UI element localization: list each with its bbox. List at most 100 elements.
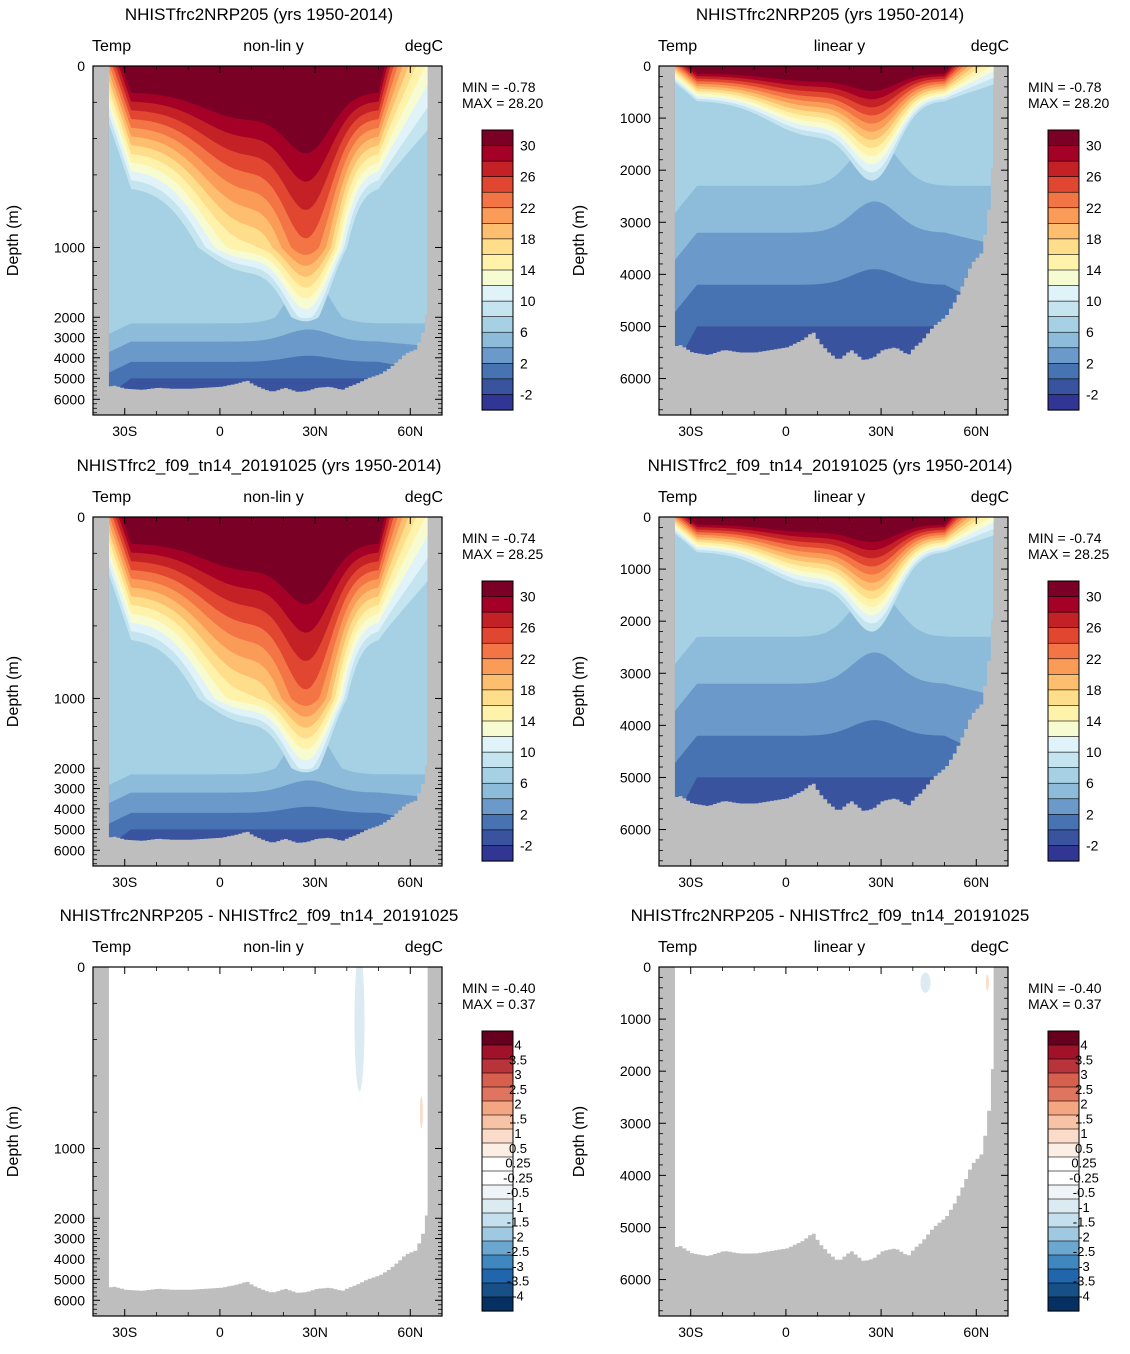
colorbar: 43.532.521.510.50.25-0.25-0.5-1-1.5-2-2.… <box>1047 1030 1099 1312</box>
contour-field <box>659 517 1008 866</box>
colorbar-cell <box>1047 223 1080 240</box>
y-axis-label: Depth (m) <box>5 656 22 727</box>
y-tick-label: 3000 <box>620 214 651 230</box>
colorbar-label: 2 <box>1086 355 1094 371</box>
colorbar: 30 26 22 18 14 10 6 2 -2 <box>1047 129 1102 411</box>
colorbar-cell <box>1047 254 1080 271</box>
panel-1: 0 1000 2000 3000 4000 5000 6000 30S 0 30N 60N NHIST… <box>5 5 544 439</box>
colorbar-frame <box>481 580 514 862</box>
variable-label: Temp <box>658 939 697 956</box>
variable-label: Temp <box>658 38 697 55</box>
antarctic-land <box>93 517 109 866</box>
colorbar-label: 18 <box>1086 231 1102 247</box>
colorbar-cell <box>481 627 514 644</box>
y-tick-label: 2000 <box>620 162 651 178</box>
bottom-topography <box>659 168 1008 415</box>
colorbar-cell <box>1047 176 1080 193</box>
colorbar-label: -0.25 <box>1069 1170 1099 1185</box>
units-label: degC <box>405 38 443 55</box>
diff-field <box>108 967 428 1316</box>
plot-frame <box>92 966 443 1317</box>
contour-field <box>93 967 442 1316</box>
colorbar-cell <box>481 689 514 707</box>
colorbar-cell <box>481 658 514 675</box>
colorbar-cell <box>481 798 514 815</box>
colorbar-cell <box>481 347 514 364</box>
colorbar-label: 10 <box>1086 744 1102 760</box>
colorbar-cell <box>481 269 514 287</box>
colorbar-cell <box>481 845 514 862</box>
panel-4: 0 1000 2000 3000 4000 5000 6000 30S 0 30N 60N NHIST… <box>571 456 1110 890</box>
colorbar-cell <box>481 254 514 271</box>
colorbar-label: -3.5 <box>1073 1274 1095 1289</box>
colorbar-label: 30 <box>520 138 536 154</box>
colorbar-label: 26 <box>1086 620 1102 636</box>
arctic-land <box>427 517 442 866</box>
y-tick-label: 5000 <box>620 769 651 785</box>
colorbar-cell <box>1047 207 1080 224</box>
colorbar-cell <box>1047 798 1080 815</box>
colorbar-cell <box>1047 269 1080 287</box>
colorbar-frame <box>1047 1030 1080 1312</box>
colorbar-cell <box>481 829 514 847</box>
y-tick-label: 4000 <box>54 1251 85 1267</box>
colorbar-cell <box>1047 191 1080 209</box>
colorbar-label: -2 <box>1078 1229 1090 1244</box>
antarctic-land <box>659 967 675 1316</box>
colorbar-cell <box>481 238 514 256</box>
arctic-land <box>427 967 442 1316</box>
colorbar-cell <box>1047 347 1080 364</box>
colorbar-frame <box>1047 580 1080 862</box>
variable-label: Temp <box>92 939 131 956</box>
arctic-land <box>427 66 442 415</box>
colorbar-label: 10 <box>520 744 536 760</box>
y-tick-label: 6000 <box>620 1272 651 1288</box>
y-tick-label: 5000 <box>620 1219 651 1235</box>
colorbar-label: 18 <box>1086 682 1102 698</box>
colorbar-label: 1 <box>1080 1126 1087 1141</box>
x-tick-label: 30N <box>868 874 894 890</box>
colorbar-label: -3 <box>1078 1259 1090 1274</box>
colorbar-label: 2 <box>520 806 528 822</box>
colorbar-label: 0.25 <box>1071 1156 1096 1171</box>
colorbar-label: -2 <box>520 386 533 402</box>
colorbar-cell <box>1047 627 1080 644</box>
y-tick-label: 1000 <box>620 1011 651 1027</box>
colorbar-cell <box>1047 705 1080 722</box>
y-axis-label: Depth (m) <box>571 656 588 727</box>
min-stat: MIN = -0.78 <box>1028 79 1102 95</box>
colorbar-cell <box>1047 767 1080 784</box>
x-tick-label: 0 <box>216 1324 224 1340</box>
colorbar-label: -1 <box>1078 1200 1090 1215</box>
panel-title: NHISTfrc2NRP205 - NHISTfrc2_f09_tn14_201… <box>631 906 1030 925</box>
temp-band-17 <box>108 517 428 576</box>
panel-title: NHISTfrc2NRP205 - NHISTfrc2_f09_tn14_201… <box>60 906 459 925</box>
y-tick-label: 1000 <box>620 561 651 577</box>
x-tick-label: 30S <box>678 423 703 439</box>
colorbar-label: 6 <box>1086 324 1094 340</box>
plot-frame <box>658 966 1009 1317</box>
units-label: degC <box>405 489 443 506</box>
colorbar-label: 1 <box>514 1126 521 1141</box>
min-stat: MIN = -0.74 <box>462 530 536 546</box>
max-stat: MAX = 0.37 <box>462 996 536 1012</box>
x-tick-label: 60N <box>963 874 989 890</box>
x-tick-label: 0 <box>782 874 790 890</box>
colorbar-cell <box>1047 1296 1080 1312</box>
colorbar-cell <box>1047 689 1080 707</box>
colorbar-label: 3 <box>514 1067 521 1082</box>
colorbar-label: -4 <box>1078 1288 1090 1303</box>
colorbar-cell <box>481 394 514 411</box>
y-tick-label: 1000 <box>54 239 85 255</box>
axis-scale-label: non-lin y <box>243 38 303 55</box>
x-tick-label: 30N <box>868 1324 894 1340</box>
colorbar-frame <box>481 129 514 411</box>
colorbar-cell <box>1047 1030 1080 1046</box>
colorbar-label: 3 <box>1080 1067 1087 1082</box>
bottom-topography <box>93 765 442 866</box>
x-tick-label: 60N <box>397 874 423 890</box>
max-stat: MAX = 28.20 <box>1028 95 1110 111</box>
colorbar-cell <box>1047 642 1080 660</box>
colorbar-cell <box>1047 658 1080 675</box>
colorbar-cell <box>481 285 514 302</box>
